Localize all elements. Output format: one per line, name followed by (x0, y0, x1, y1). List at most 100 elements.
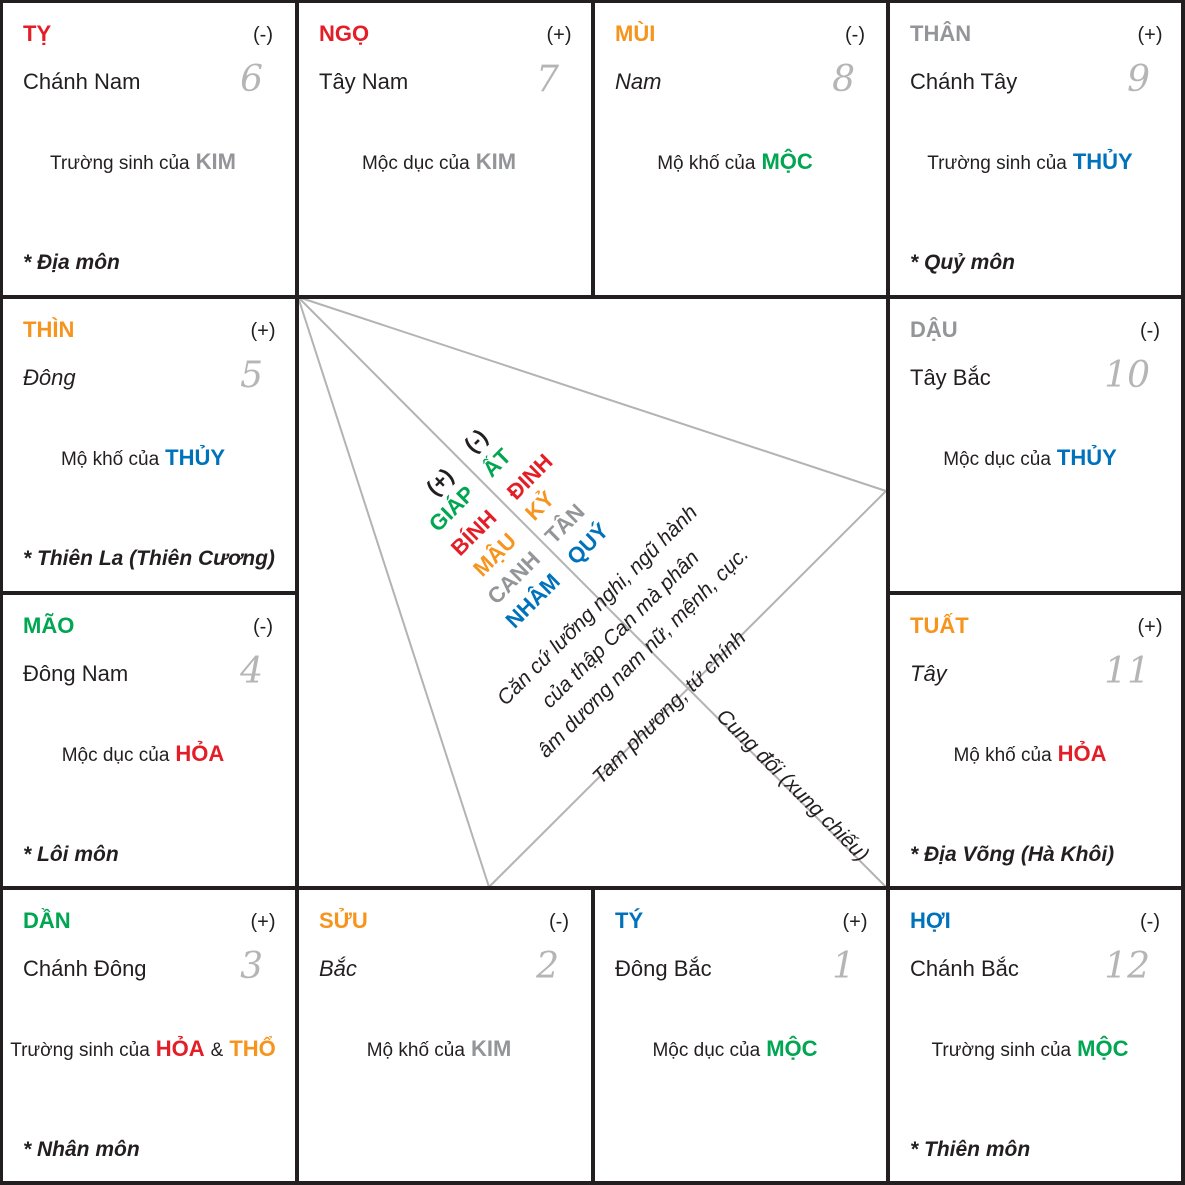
element: HỎA (1058, 741, 1107, 766)
stage: Trường sinh của (932, 1040, 1072, 1061)
direction: Bắc (319, 956, 357, 981)
palace-name: DẬU (910, 317, 958, 342)
life-stage: Trường sinh của HỎA & THỔ (10, 1036, 276, 1061)
triad-line (297, 296, 490, 888)
palace: DẦN (+) Chánh Đông 3 Trường sinh của HỎA & THỔ *… (10, 908, 276, 1161)
palace-number: 3 (240, 946, 263, 987)
element: KIM (196, 149, 236, 174)
polarity: (+) (547, 24, 572, 46)
palace: TUẤT (+) Tây 11 Mộ khố của HỎA * Địa Võng (Hà … (910, 613, 1163, 866)
center-lines (297, 296, 887, 888)
direction: Nam (615, 69, 661, 94)
stage: Mộ khố của (61, 449, 160, 470)
palace-name: DẦN (23, 908, 71, 933)
stem-polarity: (-) (459, 424, 492, 457)
life-stage: Trường sinh của MỘC (932, 1036, 1129, 1061)
palace: MÙI (-) Nam 8 Mộ khố của MỘC (615, 21, 865, 174)
palace-name: MÙI (615, 21, 655, 46)
direction: Chánh Đông (23, 956, 147, 981)
direction: Đông Nam (23, 661, 128, 686)
gate: * Thiên môn (910, 1138, 1030, 1161)
stage: Trường sinh của (10, 1040, 150, 1061)
palace-number: 1 (832, 946, 855, 987)
palace-number: 7 (536, 59, 559, 100)
polarity: (+) (843, 911, 868, 933)
stage: Mộc dục của (943, 449, 1051, 470)
opposite-line (297, 296, 887, 888)
palace-name: SỬU (319, 908, 368, 933)
element: MỘC (1077, 1036, 1128, 1061)
palace-name: TUẤT (910, 613, 969, 638)
stage: Mộ khố của (953, 745, 1052, 766)
element: HỎA (156, 1036, 205, 1061)
direction: Tây (910, 661, 949, 686)
palace: MÃO (-) Đông Nam 4 Mộc dục của HỎA * Lôi môn (23, 613, 273, 866)
gate: * Địa Võng (Hà Khôi) (910, 843, 1114, 866)
life-stage: Mộc dục của MỘC (652, 1036, 817, 1061)
life-stage: Trường sinh của THỦY (927, 149, 1133, 174)
palace: THÂN (+) Chánh Tây 9 Trường sinh của THỦY * Qu… (910, 21, 1163, 274)
element: MỘC (761, 149, 812, 174)
gate: * Thiên La (Thiên Cương) (23, 547, 275, 570)
life-stage: Mộ khố của KIM (367, 1036, 512, 1061)
life-stage: Mộ khố của HỎA (953, 741, 1106, 766)
opposite-label: Cung đối (xung chiếu) (712, 705, 874, 867)
element: KIM (471, 1036, 511, 1061)
polarity: (+) (1138, 616, 1163, 638)
palace-name: MÃO (23, 613, 74, 638)
element: HỎA (175, 741, 224, 766)
element: THỦY (1073, 149, 1133, 174)
polarity: (-) (253, 616, 273, 638)
element: THỔ (229, 1036, 275, 1061)
polarity: (+) (251, 911, 276, 933)
gate: * Quỷ môn (910, 251, 1015, 274)
element: THỦY (1057, 445, 1117, 470)
polarity: (+) (251, 320, 276, 342)
palace-number: 8 (832, 59, 855, 100)
gate: * Nhân môn (23, 1138, 140, 1161)
palace-number: 4 (239, 651, 263, 692)
polarity: (-) (845, 24, 865, 46)
stage: Mộc dục của (652, 1040, 760, 1061)
palace: NGỌ (+) Tây Nam 7 Mộc dục của KIM (319, 21, 572, 174)
palace-number: 2 (535, 946, 559, 987)
direction: Chánh Tây (910, 69, 1017, 94)
direction: Đông Bắc (615, 956, 712, 981)
direction: Chánh Bắc (910, 956, 1019, 981)
direction: Chánh Nam (23, 69, 140, 94)
palace-name: HỢI (910, 908, 951, 933)
palace: TỴ (-) Chánh Nam 6 Trường sinh của KIM * Địa m… (23, 21, 273, 274)
palace: DẬU (-) Tây Bắc 10 Mộc dục của THỦY (910, 317, 1160, 470)
life-stage: Mộc dục của THỦY (943, 445, 1117, 470)
stage: Mộ khố của (367, 1040, 466, 1061)
joiner: & (211, 1040, 224, 1061)
direction: Tây Bắc (910, 365, 991, 390)
life-stage: Mộ khố của MỘC (657, 149, 813, 174)
polarity: (+) (1138, 24, 1163, 46)
life-stage: Trường sinh của KIM (50, 149, 236, 174)
palace-number: 5 (240, 355, 263, 396)
stage: Mộ khố của (657, 153, 756, 174)
polarity: (-) (1140, 911, 1160, 933)
stage: Mộc dục của (62, 745, 170, 766)
direction: Đông (23, 365, 76, 390)
stage: Trường sinh của (927, 153, 1067, 174)
gate: * Lôi môn (23, 843, 119, 866)
polarity: (-) (253, 24, 273, 46)
polarity: (-) (1140, 320, 1160, 342)
center-border (295, 295, 890, 890)
element: MỘC (766, 1036, 817, 1061)
triad-line (297, 296, 887, 492)
gate: * Địa môn (23, 251, 120, 274)
palace-number: 12 (1104, 946, 1150, 987)
cell-border (886, 886, 1185, 1185)
palace: TÝ (+) Đông Bắc 1 Mộc dục của MỘC (615, 908, 868, 1061)
palace-name: NGỌ (319, 21, 369, 46)
palace: HỢI (-) Chánh Bắc 12 Trường sinh của MỘC * Thi… (910, 908, 1160, 1161)
life-stage: Mộ khố của THỦY (61, 445, 225, 470)
palace: SỬU (-) Bắc 2 Mộ khố của KIM (319, 908, 569, 1061)
palace-name: THÂN (910, 21, 971, 46)
element: THỦY (165, 445, 225, 470)
polarity: (-) (549, 911, 569, 933)
